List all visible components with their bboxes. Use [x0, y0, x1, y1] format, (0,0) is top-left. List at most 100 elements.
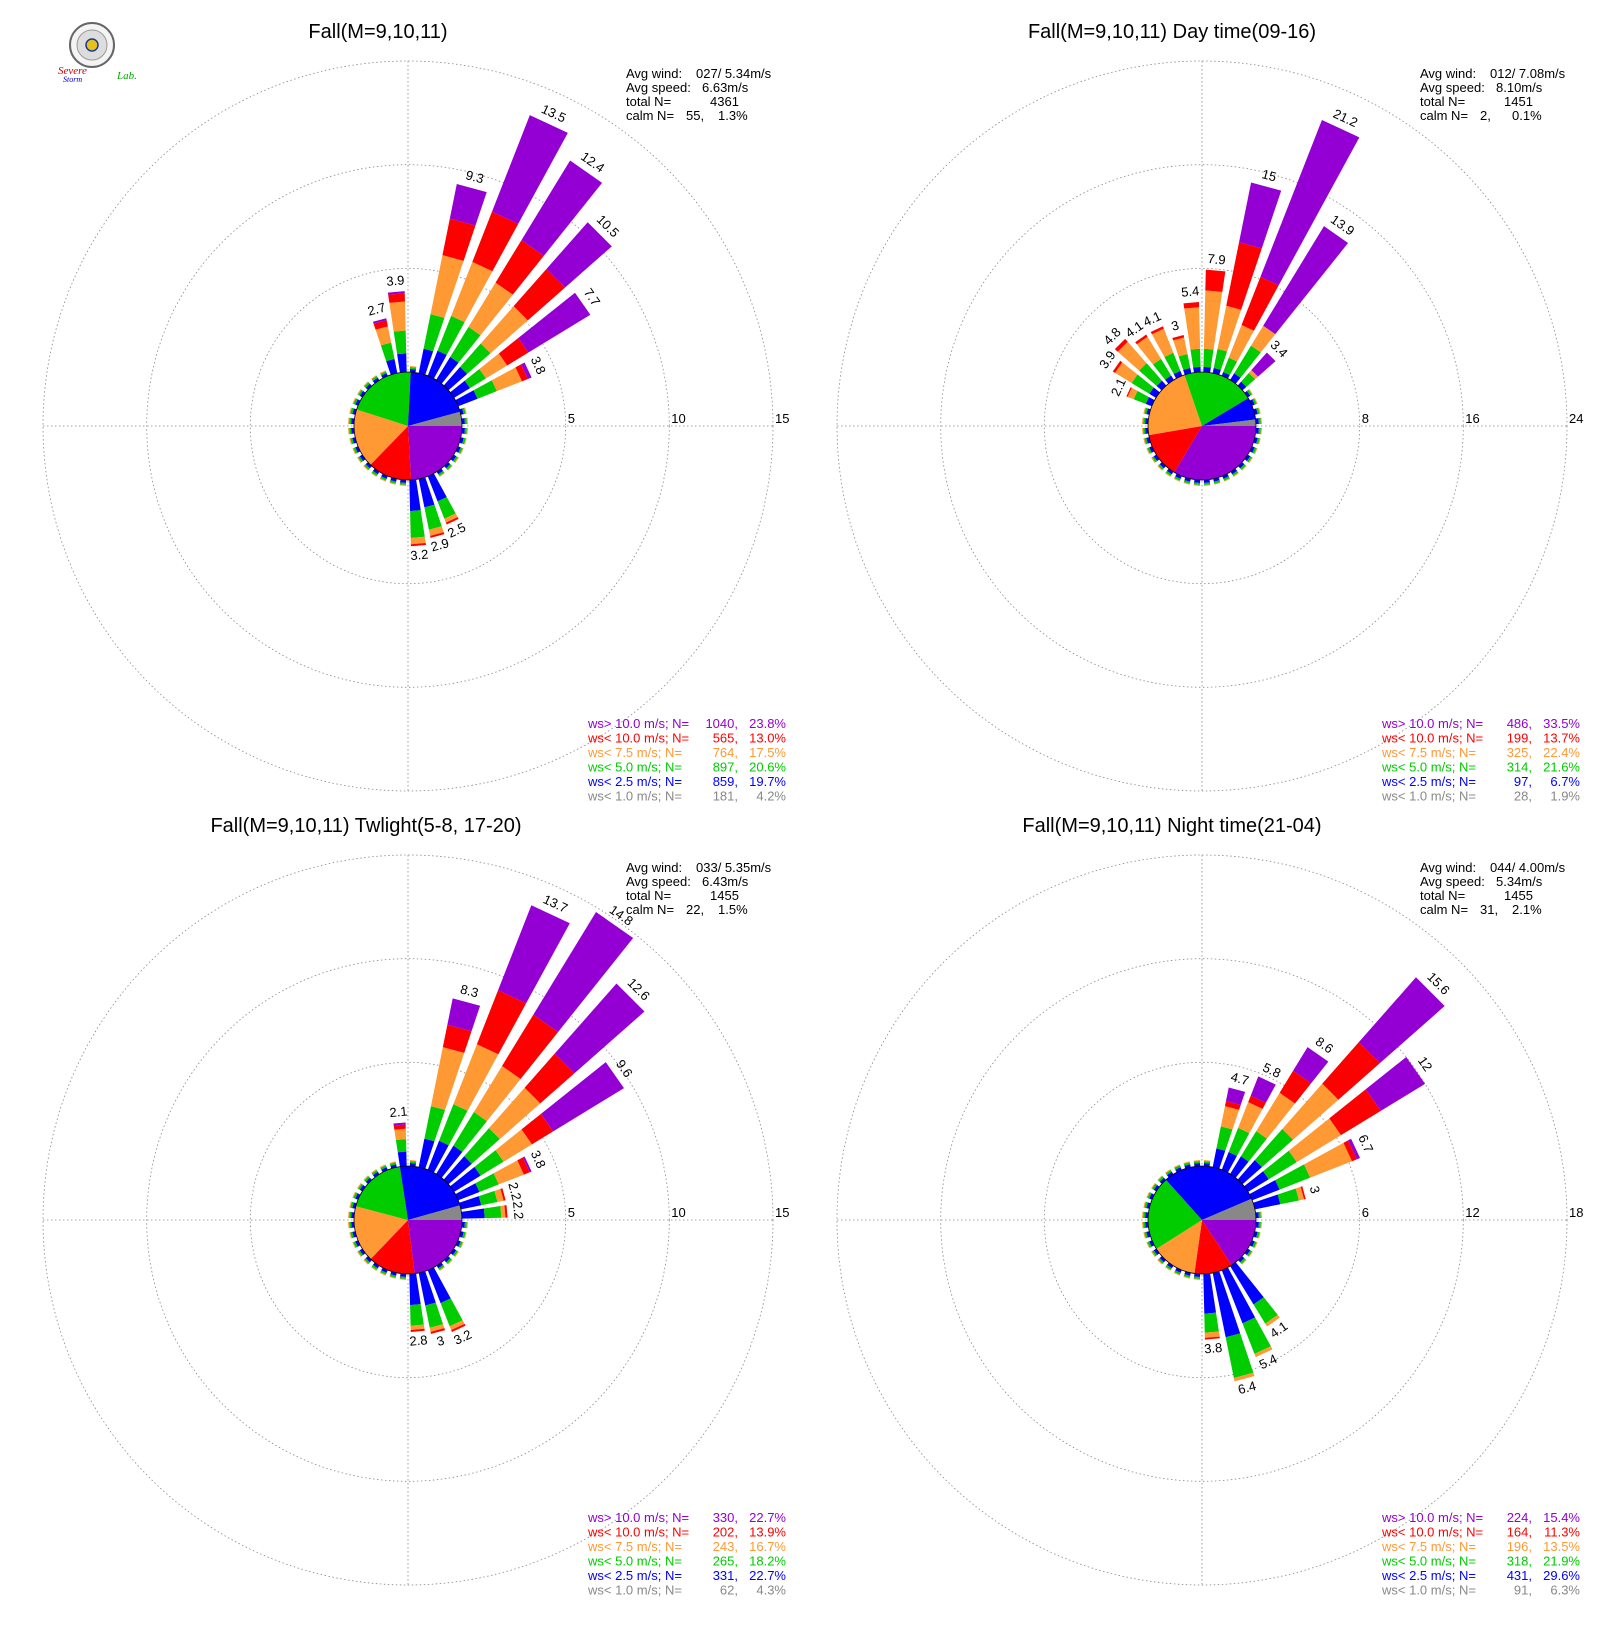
- wind-bar-segment: [1230, 1156, 1249, 1178]
- wind-bar-segment: [1190, 348, 1201, 368]
- stub-bar-segment: [389, 482, 396, 485]
- wind-bar-segment: [1251, 325, 1276, 353]
- severe-storm-lab-logo: Severe Storm Lab.: [58, 22, 137, 84]
- stub-bar-segment: [371, 1266, 377, 1271]
- pie-slice: [1174, 426, 1256, 480]
- wind-bar-segment: [1329, 1089, 1381, 1136]
- wind-bar-segment: [1220, 1106, 1240, 1130]
- stub-bar-segment: [359, 1184, 366, 1192]
- wind-bar-segment: [424, 1106, 446, 1142]
- legend-class-label: ws> 10.0 m/s; N=: [1381, 716, 1483, 731]
- ring-label: 8: [1362, 411, 1369, 426]
- bar-total-label: 4.1: [1141, 308, 1164, 329]
- stub-bar-segment: [466, 417, 468, 424]
- legend-class-label: ws< 10.0 m/s; N=: [587, 1525, 689, 1540]
- pie-slice: [370, 1220, 415, 1274]
- legend-class-label: ws< 2.5 m/s; N=: [1381, 1568, 1476, 1583]
- bar-total-label: 9.3: [464, 167, 485, 186]
- wind-bar-segment: [500, 1205, 506, 1218]
- wind-bar-segment: [494, 1188, 504, 1202]
- legend-count: 859,: [713, 774, 738, 789]
- stub-bar-segment: [1244, 454, 1251, 462]
- wind-bar-segment: [1114, 362, 1138, 384]
- stat-avg-wind-value: 033/ 5.35m/s: [696, 860, 772, 875]
- stub-bar-segment: [1166, 1262, 1174, 1269]
- stub-bar-segment: [466, 428, 468, 435]
- wind-bar-segment: [1343, 1140, 1357, 1162]
- bar-total-label: 5.4: [1181, 283, 1200, 300]
- legend-count: 486,: [1507, 716, 1532, 731]
- stub-bar-segment: [464, 417, 467, 425]
- wind-bar-segment: [375, 326, 392, 346]
- stub-bar-segment: [460, 448, 464, 455]
- wind-bar-segment: [1248, 369, 1259, 380]
- wind-bar-segment: [1217, 305, 1242, 352]
- wind-bar-segment: [424, 504, 442, 530]
- stub-bar-segment: [371, 375, 378, 382]
- stub-bar-segment: [1248, 389, 1253, 395]
- stub-bar-segment: [1175, 1267, 1182, 1273]
- wind-bar-segment: [1275, 1164, 1311, 1190]
- wind-bar-segment: [546, 222, 612, 288]
- wind-bar-segment: [1164, 352, 1181, 375]
- legend-percent: 33.5%: [1543, 716, 1580, 731]
- logo-storm-text: Storm: [63, 75, 82, 84]
- ring-label: 15: [775, 1205, 789, 1220]
- ring-label: 18: [1569, 1205, 1583, 1220]
- legend-count: 97,: [1514, 774, 1532, 789]
- wind-bar-segment: [1204, 1312, 1219, 1333]
- stat-calm-label: calm N=: [626, 108, 674, 123]
- wind-rose-panel: 6 12 184.7 5.88.615.6126.734.15.46.43.8Fall…: [836, 815, 1583, 1598]
- wind-bar-segment: [418, 348, 434, 375]
- stub-bar-segment: [1223, 476, 1230, 481]
- pie-outline: [353, 1165, 463, 1275]
- stub-bar-segment: [400, 479, 407, 483]
- bar-total-label: 2.8: [409, 1332, 428, 1349]
- stub-bar-segment: [1158, 1176, 1164, 1182]
- stub-bar-segment: [371, 1264, 378, 1271]
- legend-count: 243,: [713, 1539, 738, 1554]
- stat-avg-wind-label: Avg wind:: [1420, 66, 1476, 81]
- stub-bar-segment: [1174, 476, 1181, 481]
- pie-slice: [408, 411, 462, 426]
- stats-block: Avg wind: 033/ 5.35m/s Avg speed: 6.43m/s to…: [626, 860, 772, 917]
- legend-percent: 4.2%: [756, 789, 786, 804]
- pie-slice: [408, 372, 461, 426]
- wind-bar-segment: [1249, 1180, 1280, 1201]
- bar-total-label: 9.6: [613, 1057, 636, 1080]
- bar-total-label: 2.2: [510, 1201, 527, 1220]
- stub-bar-segment: [409, 1163, 416, 1167]
- wind-bar-segment: [473, 1065, 521, 1122]
- wind-bar-segment: [418, 1138, 435, 1169]
- stat-avg-speed-value: 5.34m/s: [1496, 874, 1543, 889]
- logo-lab-text: Lab.: [116, 70, 137, 82]
- stub-bar-segment: [438, 470, 445, 477]
- stub-bar-segment: [363, 1175, 369, 1181]
- stub-bar-segment: [389, 480, 397, 484]
- bar-total-label: 5.8: [1260, 1060, 1283, 1081]
- stub-bar-segment: [1258, 417, 1261, 425]
- wind-bar-segment: [1203, 348, 1214, 368]
- wind-bar-segment: [1221, 1152, 1237, 1173]
- wind-bar-segment: [1233, 1372, 1255, 1382]
- legend-count: 764,: [713, 745, 738, 760]
- wind-bar-segment: [476, 990, 527, 1055]
- wind-bar-segment: [1253, 1194, 1281, 1210]
- wind-bar-segment: [387, 291, 405, 295]
- stub-bar-segment: [1244, 1248, 1251, 1256]
- wind-bar-segment: [474, 1150, 504, 1176]
- legend-class-label: ws< 10.0 m/s; N=: [1381, 1525, 1483, 1540]
- wind-bar-segment: [493, 1160, 524, 1185]
- stub-bar-segment: [379, 478, 386, 482]
- stub-bar-segment: [357, 457, 362, 463]
- stub-bar-segment: [436, 1262, 444, 1269]
- wind-bar-segment: [1228, 325, 1254, 362]
- wind-bar-segment: [1254, 1346, 1273, 1358]
- wind-bar-segment: [1172, 334, 1185, 341]
- pie-slice: [1202, 398, 1256, 426]
- wind-bar-segment: [418, 1271, 436, 1306]
- stub-bar-segment: [410, 366, 417, 368]
- stub-bar-segment: [352, 397, 356, 404]
- stat-avg-speed-value: 6.63m/s: [702, 80, 749, 95]
- wind-bar-segment: [1183, 302, 1200, 309]
